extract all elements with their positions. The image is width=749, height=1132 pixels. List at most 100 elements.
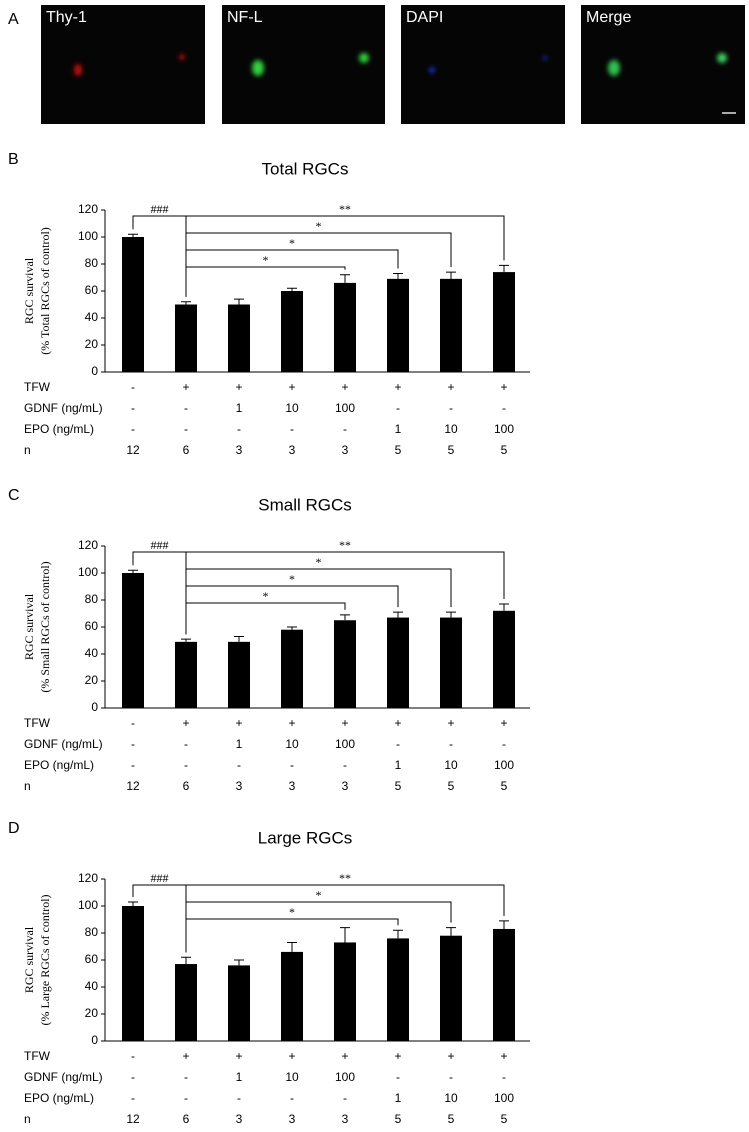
table-cell: 5 — [395, 1112, 402, 1126]
table-cell: + — [394, 716, 401, 730]
significance-label: * — [289, 572, 295, 586]
y-tick-label: 100 — [78, 229, 98, 243]
y-tick-label: 120 — [78, 871, 98, 885]
table-cell: - — [184, 422, 188, 436]
table-cell: 3 — [236, 779, 243, 793]
table-cell: + — [182, 380, 189, 394]
table-cell: - — [396, 401, 400, 415]
error-bar — [287, 626, 297, 630]
table-cell: 10 — [285, 1070, 299, 1084]
y-tick-label: 60 — [85, 952, 99, 966]
bar — [175, 964, 197, 1041]
bar — [493, 928, 515, 1041]
table-cell: - — [184, 1091, 188, 1105]
significance-bracket — [185, 918, 399, 953]
y-axis-label: RGC survival — [22, 593, 36, 660]
significance-label: ** — [339, 871, 351, 885]
error-bar — [446, 271, 456, 279]
y-tick-label: 40 — [85, 310, 99, 324]
bar — [175, 304, 197, 372]
table-cell: + — [288, 380, 295, 394]
error-bar — [499, 920, 509, 929]
table-cell: 3 — [342, 443, 349, 457]
table-cell: 10 — [285, 401, 299, 415]
error-bar — [181, 956, 191, 965]
y-tick-label: 60 — [85, 619, 99, 633]
significance-label: * — [263, 589, 269, 603]
table-cell: + — [288, 1049, 295, 1063]
y-tick-label: 80 — [85, 592, 99, 606]
y-tick-label: 0 — [91, 1033, 98, 1047]
error-bar — [446, 927, 456, 936]
table-row-label: GDNF (ng/mL) — [24, 737, 103, 751]
table-cell: + — [288, 716, 295, 730]
table-cell: 5 — [448, 779, 455, 793]
table-cell: 3 — [342, 1112, 349, 1126]
significance-label: * — [263, 253, 269, 267]
bar — [122, 906, 144, 1041]
table-cell: 100 — [335, 401, 355, 415]
y-axis-label: RGC survival — [22, 257, 36, 324]
table-cell: 10 — [444, 1091, 458, 1105]
bar — [493, 610, 515, 708]
bar — [228, 641, 250, 708]
table-cell: 3 — [236, 443, 243, 457]
table-cell: - — [237, 422, 241, 436]
significance-label: ** — [339, 202, 351, 216]
error-bar — [287, 287, 297, 291]
table-cell: 5 — [395, 779, 402, 793]
y-tick-label: 60 — [85, 283, 99, 297]
y-tick-label: 20 — [85, 1006, 99, 1020]
micrograph: NF-L — [222, 5, 385, 124]
table-cell: 3 — [342, 779, 349, 793]
bar — [228, 965, 250, 1041]
significance-bracket — [185, 568, 452, 635]
y-tick-label: 100 — [78, 898, 98, 912]
table-cell: - — [184, 737, 188, 751]
table-row-label: TFW — [24, 1049, 51, 1063]
table-cell: 12 — [126, 1112, 140, 1126]
significance-label: ### — [151, 202, 169, 216]
significance-label: ### — [151, 538, 169, 552]
significance-label: * — [289, 236, 295, 250]
significance-label: * — [316, 888, 322, 902]
table-cell: 6 — [183, 1112, 190, 1126]
y-tick-label: 120 — [78, 202, 98, 216]
error-bar — [393, 929, 403, 939]
table-cell: + — [235, 1049, 242, 1063]
error-bar — [393, 611, 403, 618]
table-row-label: EPO (ng/mL) — [24, 1091, 94, 1105]
significance-label: * — [316, 555, 322, 569]
table-cell: + — [341, 1049, 348, 1063]
table-cell: 1 — [395, 1091, 402, 1105]
y-tick-label: 40 — [85, 646, 99, 660]
error-bar — [181, 301, 191, 305]
table-cell: 6 — [183, 443, 190, 457]
table-cell: - — [343, 1091, 347, 1105]
bar — [440, 935, 462, 1041]
table-cell: - — [290, 758, 294, 772]
micrograph: DAPI — [401, 5, 565, 124]
table-cell: + — [235, 716, 242, 730]
table-row-label: GDNF (ng/mL) — [24, 1070, 103, 1084]
bar — [387, 278, 409, 372]
table-cell: - — [396, 737, 400, 751]
table-row-label: n — [24, 1112, 31, 1126]
error-bar — [128, 569, 138, 573]
table-cell: - — [502, 401, 506, 415]
micrograph: Merge — [581, 5, 745, 124]
error-bar — [181, 638, 191, 642]
table-cell: 10 — [285, 737, 299, 751]
bar — [228, 304, 250, 372]
table-cell: - — [131, 401, 135, 415]
table-cell: + — [341, 380, 348, 394]
significance-bracket — [185, 266, 346, 297]
error-bar — [499, 603, 509, 611]
y-tick-label: 120 — [78, 538, 98, 552]
table-cell: 100 — [494, 758, 514, 772]
table-cell: - — [131, 1070, 135, 1084]
table-cell: 5 — [501, 779, 508, 793]
y-axis-label: (% Large RGCs of control) — [38, 894, 52, 1025]
table-cell: 6 — [183, 779, 190, 793]
table-cell: - — [131, 716, 135, 730]
